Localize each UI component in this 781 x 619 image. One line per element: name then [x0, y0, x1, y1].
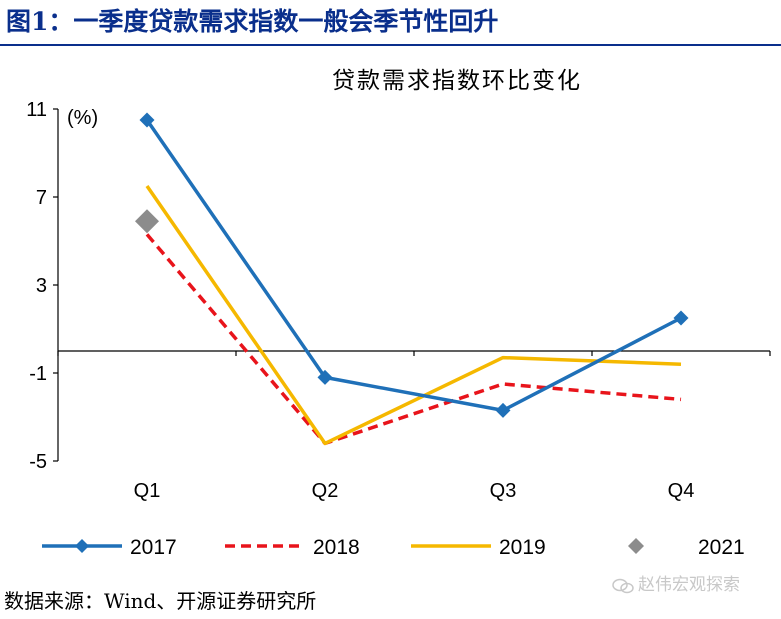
y-tick-label: 3	[36, 275, 47, 297]
x-tick-label: Q4	[668, 480, 695, 502]
y-tick-label: 11	[26, 99, 47, 121]
legend-swatch	[628, 538, 644, 554]
series-line-2019	[145, 185, 682, 446]
watermark: 赵伟宏观探索	[612, 572, 740, 598]
wechat-icon	[612, 578, 634, 593]
data-point-2017	[139, 112, 155, 128]
legend-label: 2021	[698, 536, 745, 559]
series-2019	[145, 185, 682, 446]
y-tick-label: 7	[36, 187, 47, 209]
y-axis-unit: (%)	[67, 107, 98, 129]
y-tick-label: -1	[29, 363, 47, 385]
axes: 11 7 3 -1 -5 Q1 Q2 Q3 Q4	[26, 99, 771, 502]
legend-item-2018: 2018	[225, 536, 360, 559]
data-point-2017	[495, 402, 511, 418]
chart-title: 贷款需求指数环比变化	[332, 68, 582, 94]
legend-item-2019: 2019	[411, 536, 546, 559]
x-tick-label: Q2	[312, 480, 339, 502]
figure-title: 图1：一季度贷款需求指数一般会季节性回升	[6, 7, 499, 36]
series-line-2018	[145, 233, 682, 446]
legend-label: 2019	[499, 536, 546, 559]
legend-item-2017: 2017	[42, 536, 177, 559]
y-tick-label: -5	[29, 451, 47, 473]
series-2021	[135, 209, 159, 234]
series-2018	[145, 233, 682, 446]
source-note: 数据来源：Wind、开源证券研究所	[4, 589, 317, 613]
data-point-2017	[673, 310, 689, 326]
line-chart: 贷款需求指数环比变化 (%) 11 7 3 -1 -5 Q1 Q2 Q3 Q4 2017 2018…	[26, 68, 771, 559]
watermark-text: 赵伟宏观探索	[638, 575, 740, 594]
series-line-2017	[145, 119, 682, 413]
legend-label: 2018	[313, 536, 360, 559]
legend-marker	[75, 539, 89, 553]
legend-item-2021: 2021	[628, 536, 745, 559]
x-tick-label: Q1	[134, 480, 161, 502]
data-point-2021	[135, 209, 159, 234]
title-divider	[0, 44, 781, 46]
legend: 2017 2018 2019 2021	[42, 536, 745, 559]
series-layer	[135, 112, 689, 446]
x-tick-label: Q3	[490, 480, 517, 502]
series-2017	[139, 112, 689, 418]
data-point-2017	[317, 369, 333, 385]
legend-label: 2017	[130, 536, 177, 559]
